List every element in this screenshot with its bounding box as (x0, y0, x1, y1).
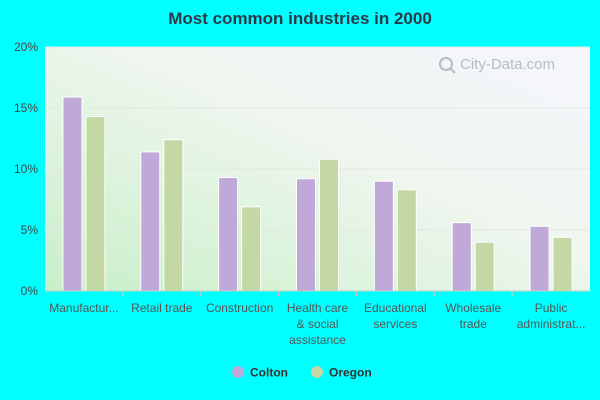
bar-colton (451, 222, 472, 292)
y-tick-label: 0% (21, 284, 39, 298)
bar-oregon (241, 206, 262, 292)
legend-swatch-colton (232, 366, 244, 378)
watermark-text: City-Data.com (460, 56, 555, 73)
bar-colton (62, 96, 83, 292)
x-category-label: Manufactur... (49, 301, 118, 315)
bar-colton (529, 225, 550, 292)
legend-label-colton: Colton (250, 366, 288, 380)
chart-title: Most common industries in 2000 (168, 9, 432, 28)
x-category-label: Public administrat... (517, 301, 586, 331)
bars (62, 96, 573, 292)
bar-oregon (163, 139, 184, 292)
legend-swatch-oregon (311, 366, 323, 378)
y-tick-label: 10% (14, 162, 38, 176)
x-axis: Manufactur... Retail trade Construction Hea… (45, 290, 590, 347)
y-tick-label: 20% (14, 40, 38, 54)
bar-oregon (85, 116, 106, 292)
x-category-label: Retail trade (131, 301, 193, 315)
legend: Colton Oregon (232, 366, 372, 380)
bar-oregon (474, 241, 495, 292)
x-category-label: Construction (206, 301, 273, 315)
x-category-label: Wholesale trade (445, 301, 501, 331)
x-category-label: Health care & social assistance (287, 301, 349, 347)
legend-label-oregon: Oregon (329, 366, 372, 380)
bar-oregon (552, 236, 573, 292)
watermark: City-Data.com (439, 56, 555, 74)
bar-oregon (396, 189, 417, 292)
bar-colton (373, 180, 394, 292)
y-axis: 0% 5% 10% 15% 20% (14, 40, 38, 298)
bar-colton (218, 177, 239, 292)
bar-colton (140, 151, 161, 292)
x-category-label: Educational services (364, 301, 427, 331)
y-tick-label: 5% (21, 223, 39, 237)
gridlines (45, 46, 590, 231)
y-tick-label: 15% (14, 101, 38, 115)
bar-oregon (319, 158, 339, 292)
bar-colton (296, 178, 316, 292)
